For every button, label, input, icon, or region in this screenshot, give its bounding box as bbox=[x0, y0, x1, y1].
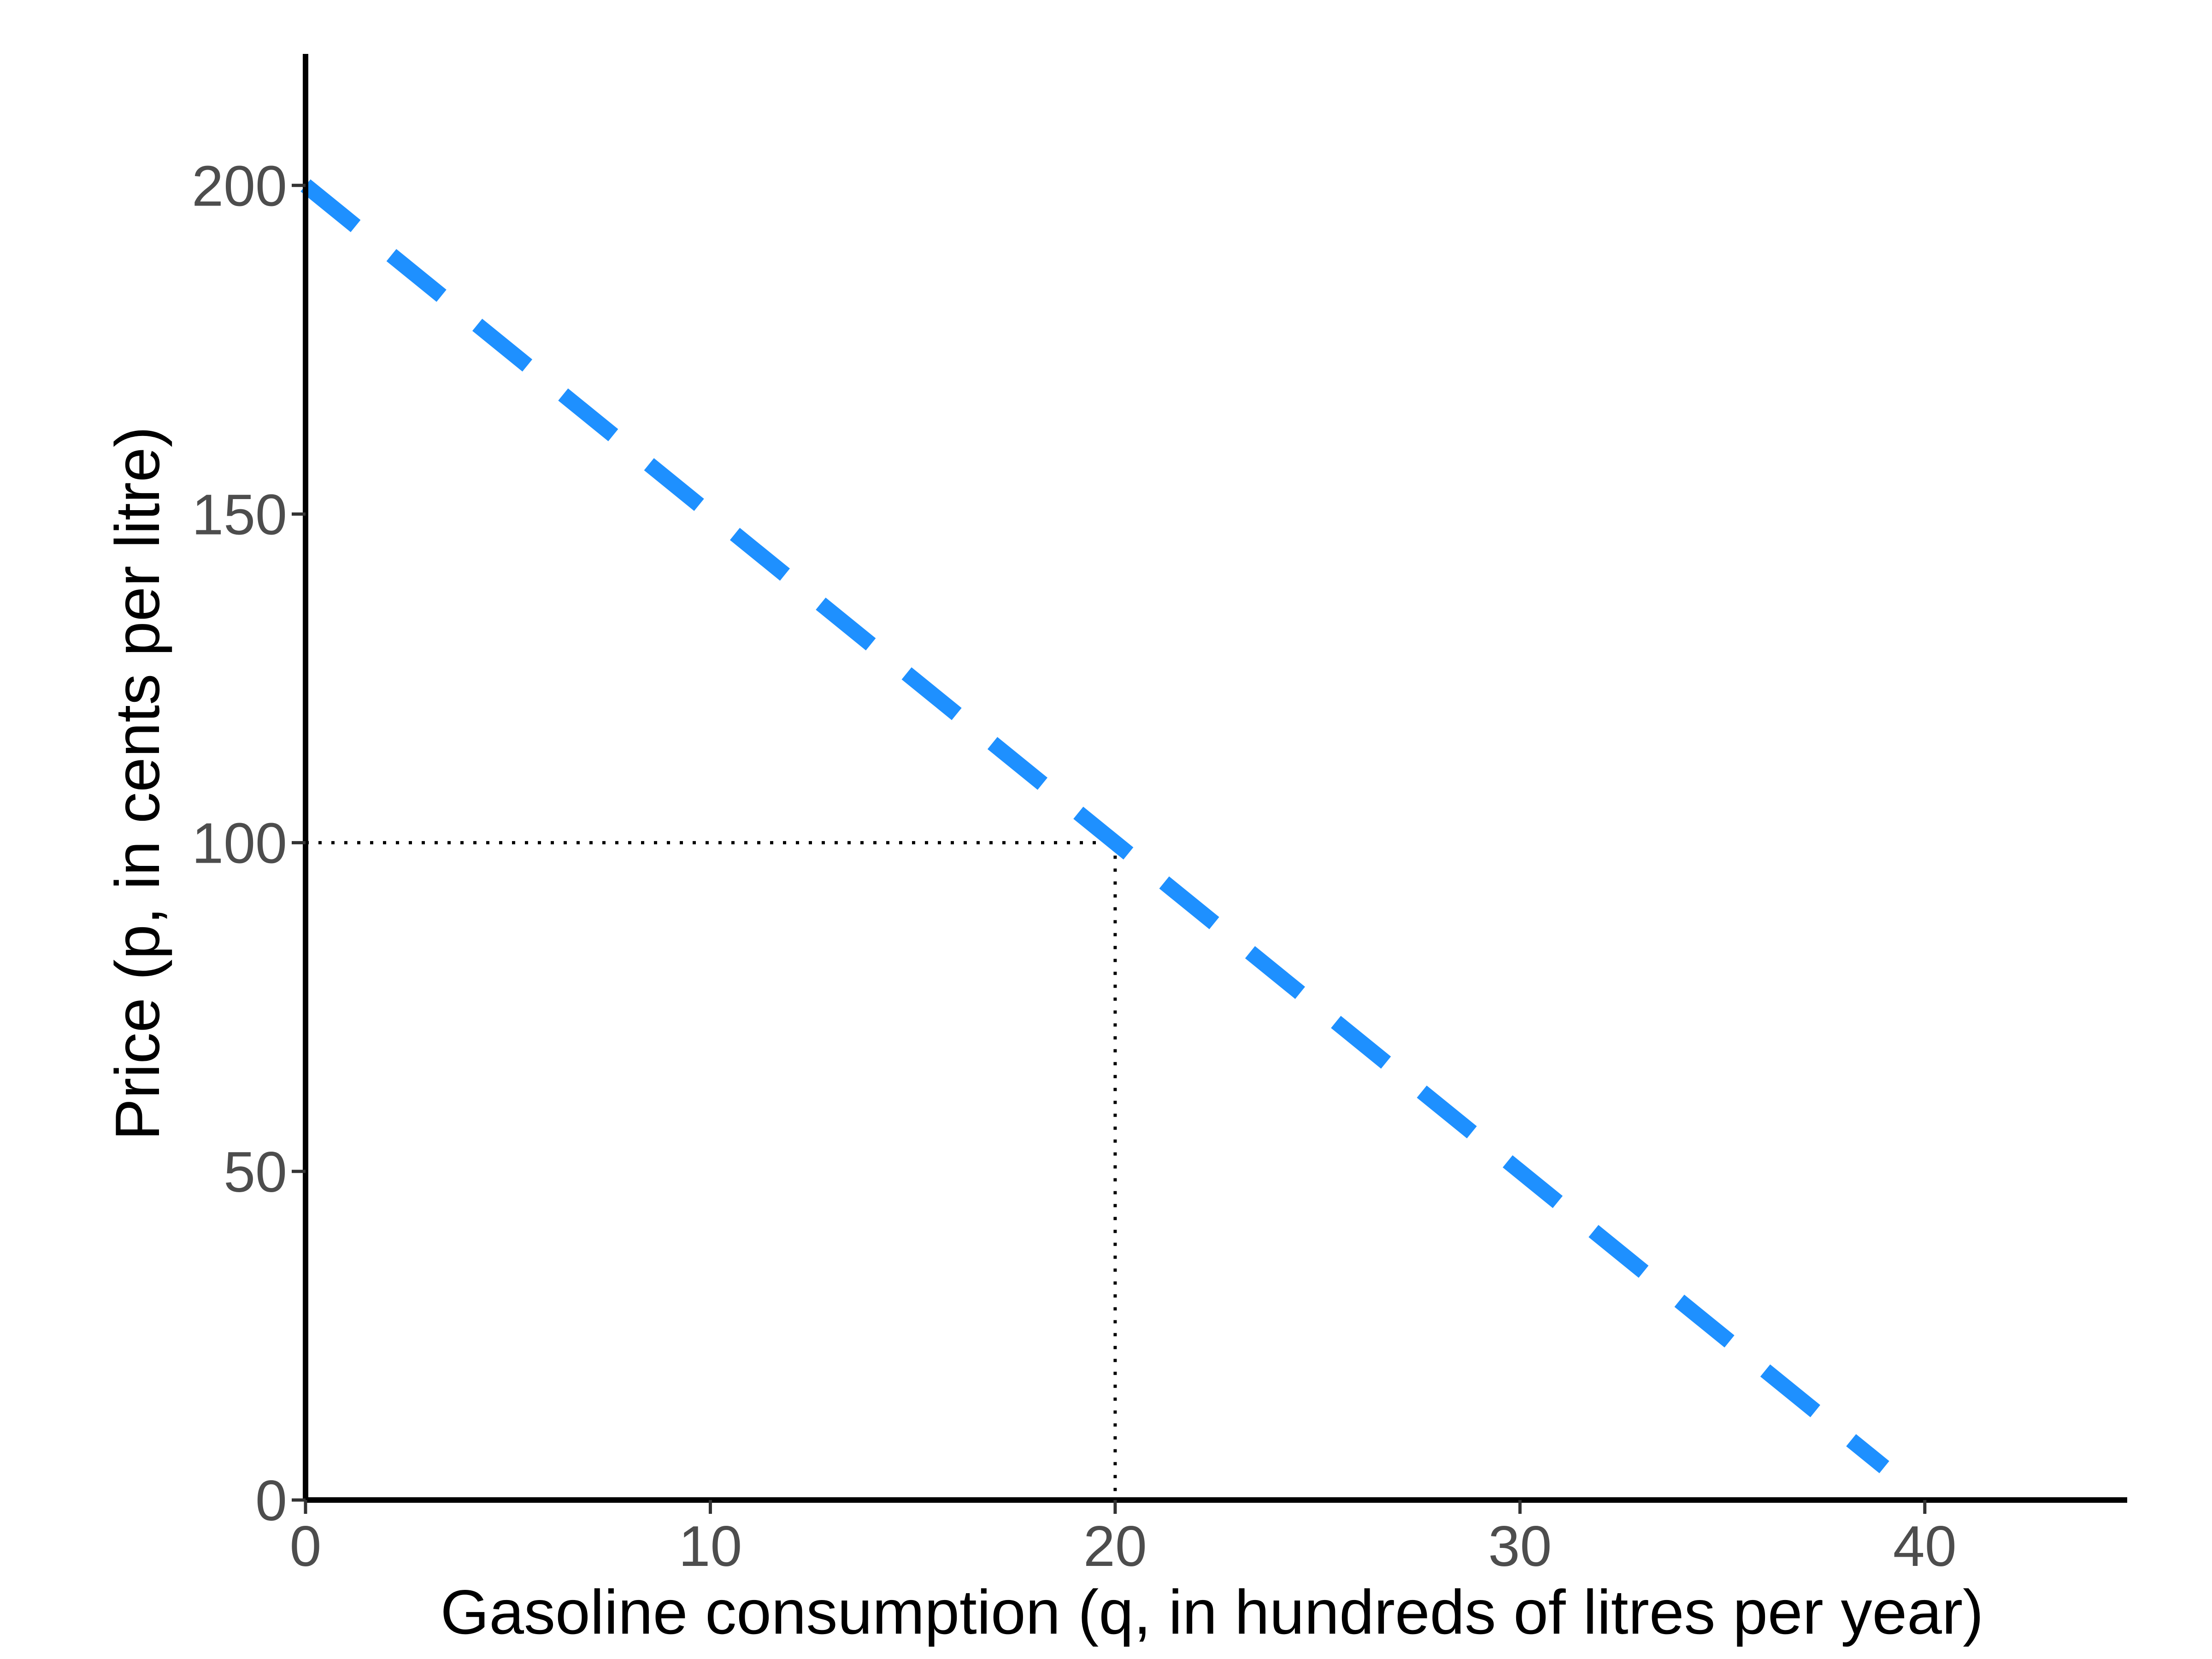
y-tick-label-0: 0 bbox=[255, 1469, 287, 1533]
reference-lines bbox=[306, 841, 1117, 1500]
y-axis-title: Price (p, in cents per litre) bbox=[102, 426, 172, 1140]
axes bbox=[303, 54, 2127, 1503]
y-tick-label-150: 150 bbox=[192, 483, 287, 547]
x-tick-label-30: 30 bbox=[1488, 1515, 1552, 1578]
x-axis-ticks: 0 10 20 30 40 bbox=[290, 1500, 1957, 1578]
y-tick-label-200: 200 bbox=[192, 154, 287, 218]
x-tick-label-10: 10 bbox=[678, 1515, 742, 1578]
x-tick-label-0: 0 bbox=[290, 1515, 322, 1578]
y-axis-ticks: 0 50 100 150 200 bbox=[192, 154, 306, 1533]
series-line-0 bbox=[300, 179, 1889, 1473]
y-tick-label-100: 100 bbox=[192, 812, 287, 876]
x-tick-label-40: 40 bbox=[1893, 1515, 1957, 1578]
series-layer bbox=[300, 179, 1889, 1473]
x-tick-label-20: 20 bbox=[1083, 1515, 1147, 1578]
y-tick-label-50: 50 bbox=[224, 1141, 287, 1204]
x-axis-title: Gasoline consumption (q, in hundreds of … bbox=[441, 1577, 1984, 1647]
